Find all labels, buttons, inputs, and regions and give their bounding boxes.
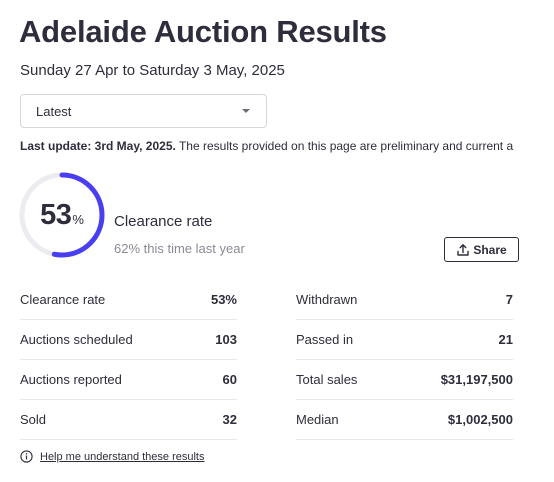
stat-label: Clearance rate bbox=[20, 292, 106, 307]
stat-value: 32 bbox=[222, 412, 237, 427]
stat-value: $31,197,500 bbox=[440, 372, 513, 387]
stat-label: Withdrawn bbox=[296, 292, 358, 307]
stat-row: Sold 32 bbox=[20, 400, 237, 440]
share-icon bbox=[457, 243, 470, 256]
stat-row: Passed in 21 bbox=[296, 320, 513, 360]
share-button-label: Share bbox=[473, 242, 507, 257]
stat-row: Clearance rate 53% bbox=[20, 280, 237, 320]
last-update-text: The results provided on this page are pr… bbox=[175, 139, 514, 153]
clearance-last-year: 62% this time last year bbox=[114, 241, 245, 256]
clearance-rate-percent: % bbox=[72, 212, 84, 227]
stat-label: Sold bbox=[20, 412, 47, 427]
clearance-rate-value: 53 bbox=[40, 198, 72, 231]
stats-table-left: Clearance rate 53% Auctions scheduled 103 … bbox=[20, 280, 237, 440]
stat-value: 53% bbox=[210, 292, 237, 307]
stat-value: 7 bbox=[505, 292, 513, 307]
stat-label: Auctions reported bbox=[20, 372, 122, 387]
clearance-ring bbox=[19, 172, 105, 258]
info-icon bbox=[20, 450, 33, 463]
stat-label: Auctions scheduled bbox=[20, 332, 133, 347]
period-select[interactable]: Latest bbox=[20, 94, 267, 128]
clearance-rate-label: Clearance rate bbox=[114, 213, 213, 230]
date-range: Sunday 27 Apr to Saturday 3 May, 2025 bbox=[20, 62, 285, 79]
page-title: Adelaide Auction Results bbox=[19, 14, 387, 49]
stat-row: Total sales $31,197,500 bbox=[296, 360, 513, 400]
clearance-rate-figure: 53% bbox=[18, 171, 106, 259]
period-select-value: Latest bbox=[36, 103, 72, 119]
help-link[interactable]: Help me understand these results bbox=[20, 450, 204, 463]
share-button[interactable]: Share bbox=[444, 237, 519, 262]
stat-row: Median $1,002,500 bbox=[296, 400, 513, 440]
last-update-notice: Last update: 3rd May, 2025. The results … bbox=[20, 139, 513, 153]
stat-row: Auctions reported 60 bbox=[20, 360, 237, 400]
stats-table-right: Withdrawn 7 Passed in 21 Total sales $31,19… bbox=[296, 280, 513, 440]
help-link-label: Help me understand these results bbox=[40, 450, 205, 463]
stat-value: 60 bbox=[222, 372, 237, 387]
stat-row: Auctions scheduled 103 bbox=[20, 320, 237, 360]
last-update-label: Last update: 3rd May, 2025. bbox=[20, 139, 176, 153]
stat-label: Median bbox=[296, 412, 339, 427]
chevron-down-icon bbox=[242, 109, 250, 113]
stat-value: 103 bbox=[215, 332, 237, 347]
stat-label: Passed in bbox=[296, 332, 354, 347]
stat-label: Total sales bbox=[296, 372, 358, 387]
stat-value: 21 bbox=[498, 332, 513, 347]
stat-value: $1,002,500 bbox=[447, 412, 513, 427]
clearance-ring-progress bbox=[19, 172, 105, 258]
stat-row: Withdrawn 7 bbox=[296, 280, 513, 320]
